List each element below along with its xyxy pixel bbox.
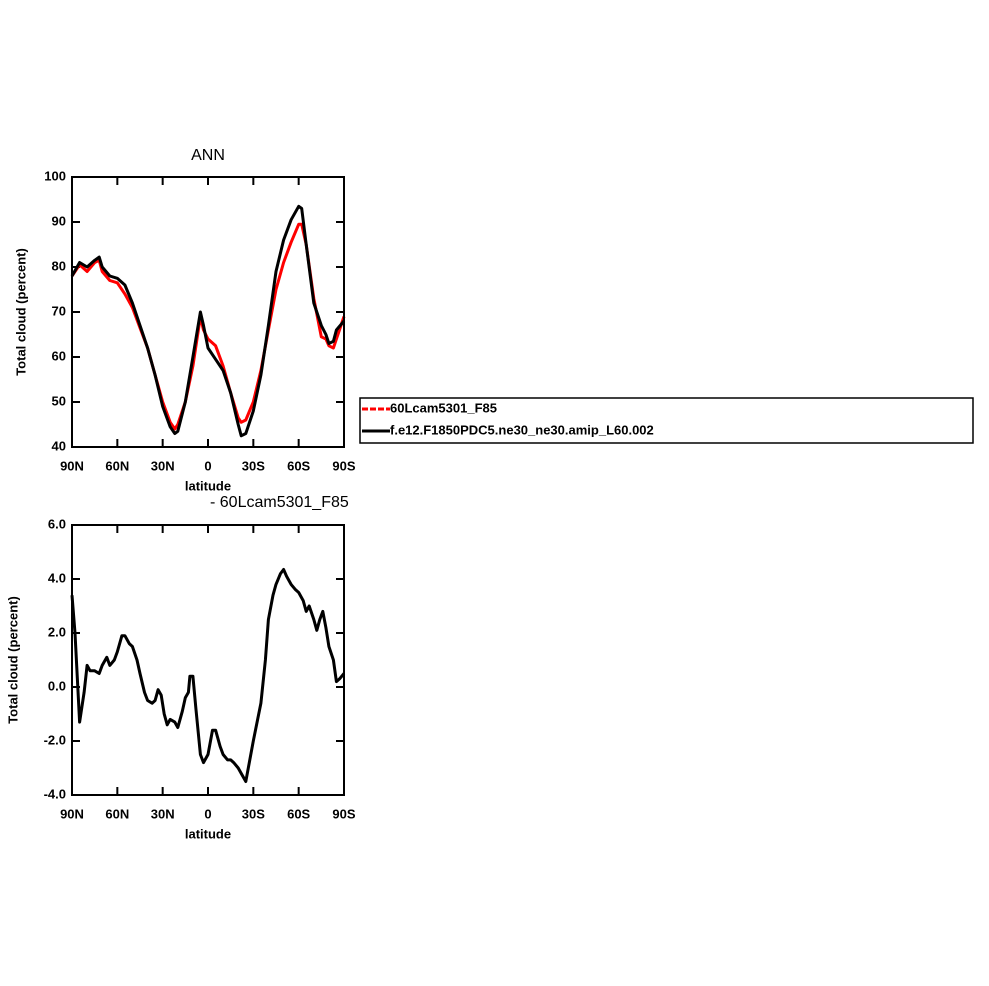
plot-frame — [71, 524, 345, 796]
chart-title: ANN — [191, 147, 225, 164]
y-tick-label: 6.0 — [48, 516, 66, 531]
y-axis-label: Total cloud (percent) — [13, 248, 28, 376]
x-tick-label: 90N — [60, 806, 84, 821]
x-tick-label: 30S — [242, 458, 265, 473]
x-tick-label: 90S — [332, 806, 355, 821]
y-axis-label: Total cloud (percent) — [5, 596, 20, 724]
x-tick-label: 0 — [204, 458, 211, 473]
plot-frame — [71, 176, 345, 448]
x-tick-label: 0 — [204, 806, 211, 821]
y-tick-label: 4.0 — [48, 570, 66, 585]
x-tick-label: 60N — [105, 806, 129, 821]
legend-label: 60Lcam5301_F85 — [390, 400, 497, 415]
y-tick-label: 60 — [52, 348, 66, 363]
legend-label: f.e12.F1850PDC5.ne30_ne30.amip_L60.002 — [390, 422, 654, 437]
series-line — [70, 568, 346, 783]
y-tick-label: -4.0 — [44, 786, 66, 801]
y-tick-label: 90 — [52, 213, 66, 228]
series-line — [70, 222, 346, 431]
y-tick-label: 2.0 — [48, 624, 66, 639]
x-axis-label: latitude — [185, 826, 231, 841]
y-tick-label: 70 — [52, 303, 66, 318]
x-axis-label: latitude — [185, 478, 231, 493]
x-tick-label: 90S — [332, 458, 355, 473]
chart-title: - 60Lcam5301_F85 — [210, 494, 349, 511]
y-tick-label: -2.0 — [44, 732, 66, 747]
x-tick-label: 30S — [242, 806, 265, 821]
legend-box — [359, 397, 974, 444]
y-tick-label: 0.0 — [48, 678, 66, 693]
y-tick-label: 80 — [52, 258, 66, 273]
x-tick-label: 90N — [60, 458, 84, 473]
y-tick-label: 50 — [52, 393, 66, 408]
y-tick-label: 100 — [44, 168, 66, 183]
x-tick-label: 60N — [105, 458, 129, 473]
x-tick-label: 60S — [287, 458, 310, 473]
x-tick-label: 60S — [287, 806, 310, 821]
x-tick-label: 30N — [151, 458, 175, 473]
series-line — [70, 204, 346, 438]
y-tick-label: 40 — [52, 438, 66, 453]
x-tick-label: 30N — [151, 806, 175, 821]
